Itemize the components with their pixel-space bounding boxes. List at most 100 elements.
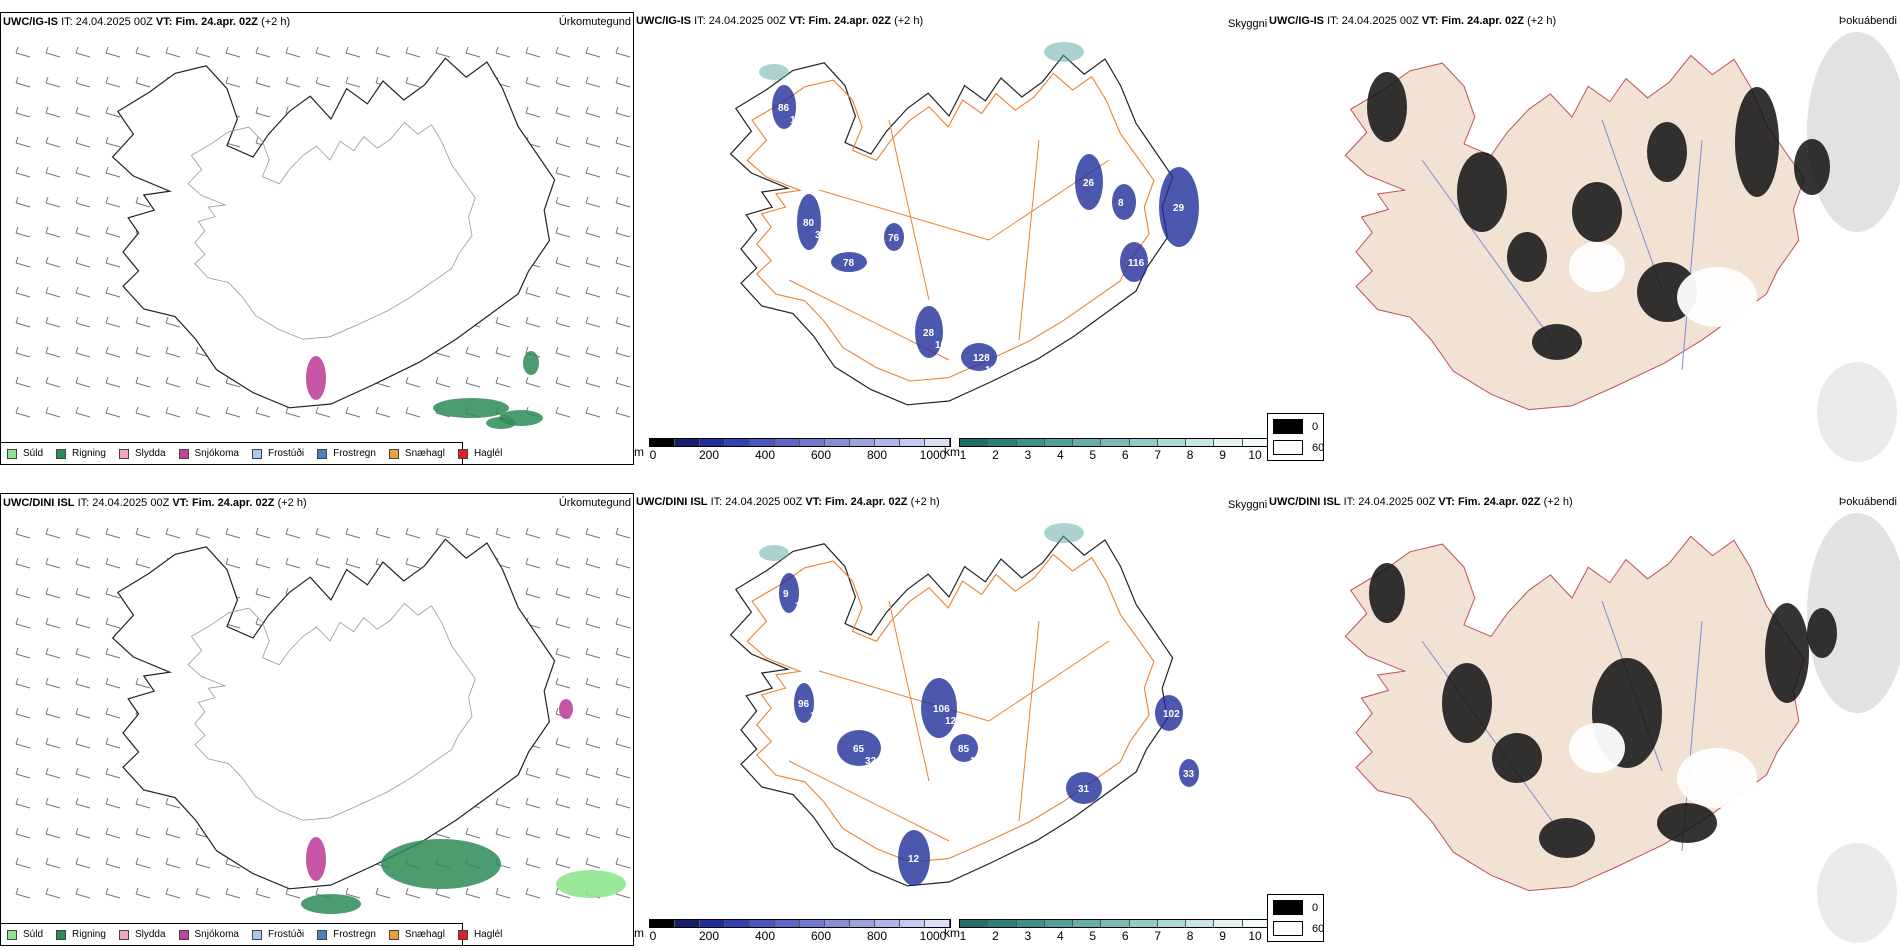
ceiling-label: 76 [888,233,900,244]
wind-barb-flag [75,136,79,144]
wind-barb-flag [135,857,139,865]
fog-area [1367,72,1407,142]
iceland-land [1344,535,1805,892]
panel-title: Skyggni [1228,499,1268,511]
wind-barb [405,382,421,388]
wind-barb-flag [345,406,349,414]
wind-barb [495,893,511,899]
wind-barb-flag [45,76,49,84]
wind-barb-flag [375,76,379,84]
wind-barb-flag [105,707,109,715]
low-visibility-area [1044,42,1084,62]
wind-barb-flag [615,557,619,565]
wind-barb-flag [375,557,379,565]
wind-barb-flag [285,46,289,54]
wind-barb-flag [615,737,619,745]
wind-barb-flag [105,827,109,835]
wind-barb-flag [165,887,169,895]
wind-barb [75,82,91,88]
wind-barb [405,893,421,899]
wind-barb [615,533,631,539]
ceiling-label: 26 [1083,178,1095,189]
wind-barb-flag [345,887,349,895]
wind-barb [15,52,31,58]
wind-barb [75,172,91,178]
road [888,600,930,782]
ceiling-label: 12 [945,716,957,727]
wind-barb [225,82,241,88]
wind-barb [585,593,601,599]
wind-barb-flag [105,136,109,144]
colorbar-tick: 2 [992,448,999,462]
low-ceiling-areas [772,85,1199,371]
wind-barb-flag [135,887,139,895]
wind-barb-flag [585,106,589,114]
wind-barb [405,412,421,418]
ceiling-label: 15 [790,115,802,126]
colorbar-swatch [875,920,900,927]
wind-barb [135,863,151,869]
wind-barb [615,593,631,599]
wind-barb [15,893,31,899]
wind-barb [555,292,571,298]
road [1018,620,1040,822]
visibility-colorbar: km 1 2 3 4 5 6 7 8 9 10 [944,919,1267,945]
wind-barb [315,563,331,569]
wind-barb [15,743,31,749]
wind-barb [105,833,121,839]
wind-barb [615,352,631,358]
iceland-land [1344,54,1805,411]
wind-barb [45,623,61,629]
wind-barb-flag [525,316,529,324]
wind-barb-flag [135,827,139,835]
wind-barb [315,52,331,58]
wind-barb-flag [615,647,619,655]
wind-barb [615,382,631,388]
wind-barb-flag [105,406,109,414]
wind-barb [285,893,301,899]
ceiling-area [794,683,814,723]
wind-barb [45,172,61,178]
legend-label: Slydda [134,929,166,940]
colorbar-swatch [925,439,950,446]
wind-barb [555,202,571,208]
wind-barb [45,743,61,749]
ceiling-area [898,830,930,886]
ceiling-label: 106 [933,704,950,715]
wind-barb [225,412,241,418]
colorbar-swatch [960,920,989,927]
terrain-contour [187,602,476,821]
wind-barb-flag [75,46,79,54]
colorbar-tick: 2 [992,929,999,943]
legend-label: Snæhagl [404,448,445,459]
wind-barb-flag [615,256,619,264]
wind-barb-flag [555,76,559,84]
legend-label: Súld [23,929,44,940]
ceiling-area [1120,242,1148,282]
precip-type-panel-row2: UWC/DINI ISL IT: 24.04.2025 00Z VT: Fim.… [0,493,634,946]
wind-barb-flag [15,737,19,745]
wind-barb [555,593,571,599]
wind-barb [75,593,91,599]
wind-barb [405,52,421,58]
colorbar-swatch [1044,439,1074,446]
wind-barb [15,352,31,358]
ceiling-label: 11 [985,365,996,376]
river [1421,159,1553,341]
wind-barb [435,412,451,418]
legend-item: Haglél [457,929,502,940]
wind-barb [75,352,91,358]
wind-barb-flag [75,376,79,384]
wind-barb-flag [585,46,589,54]
wind-barb [135,382,151,388]
fog-area [1492,733,1542,783]
colorbar-swatch [850,439,875,446]
wind-barb [195,52,211,58]
fog-legend-label: 60 [1312,441,1325,454]
wind-barb [525,382,541,388]
wind-barb [15,262,31,268]
colorbar-swatches [649,919,951,928]
wind-barb-flag [555,346,559,354]
iceland-map-precip [15,527,631,914]
wind-barb-flag [165,46,169,54]
